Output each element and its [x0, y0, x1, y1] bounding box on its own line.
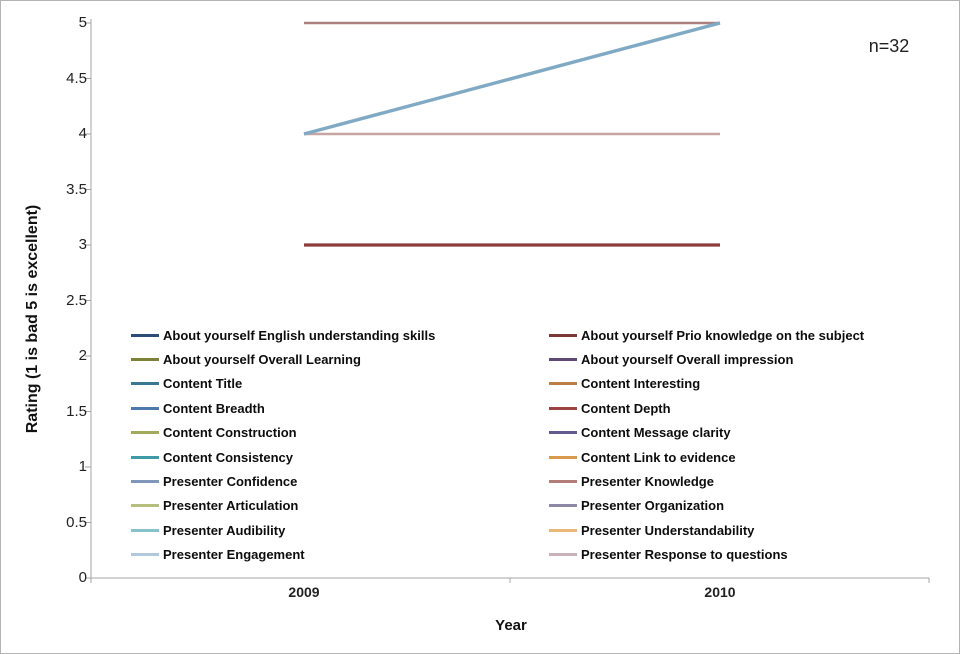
legend-label: About yourself English understanding ski… — [163, 327, 436, 343]
y-tick-label: 2.5 — [66, 291, 87, 309]
y-tick-label: 1.5 — [66, 402, 87, 420]
y-tick-label: 5 — [78, 14, 87, 31]
legend-swatch — [131, 528, 159, 532]
legend-swatch — [131, 333, 159, 337]
legend-column-right: About yourself Prio knowledge on the sub… — [549, 323, 864, 567]
x-tick-label: 2010 — [704, 584, 736, 600]
legend-item: Content Message clarity — [549, 421, 864, 445]
legend-swatch — [131, 431, 159, 435]
legend-item: Presenter Audibility — [131, 518, 435, 542]
legend-item: Content Breadth — [131, 396, 435, 420]
legend-item: Presenter Response to questions — [549, 543, 864, 567]
legend-item: Content Construction — [131, 421, 435, 445]
legend-column-left: About yourself English understanding ski… — [131, 323, 435, 567]
legend-label: Presenter Articulation — [163, 498, 299, 514]
x-axis-title: Year — [495, 617, 527, 634]
legend-label: Content Construction — [163, 425, 297, 441]
y-tick-label: 0 — [78, 569, 87, 586]
legend-swatch — [549, 382, 577, 386]
legend-label: About yourself Overall impression — [581, 352, 794, 368]
legend-item: Content Consistency — [131, 445, 435, 469]
legend-swatch — [131, 406, 159, 410]
legend-item: About yourself English understanding ski… — [131, 323, 435, 347]
x-tick-label: 2009 — [288, 584, 320, 600]
legend-item: Presenter Knowledge — [549, 469, 864, 493]
legend-swatch — [131, 455, 159, 459]
legend-swatch — [131, 358, 159, 362]
legend-label: Presenter Organization — [581, 498, 725, 514]
legend-item: Content Interesting — [549, 372, 864, 396]
legend-label: Content Interesting — [581, 376, 701, 392]
sample-size-annotation: n=32 — [868, 36, 910, 56]
legend-label: About yourself Prio knowledge on the sub… — [581, 327, 865, 343]
legend-label: Presenter Audibility — [163, 522, 286, 538]
legend-item: Presenter Articulation — [131, 494, 435, 518]
legend-label: Content Consistency — [163, 449, 294, 465]
legend-label: Presenter Confidence — [163, 474, 298, 490]
legend-swatch — [131, 480, 159, 484]
legend-swatch — [549, 431, 577, 435]
legend-label: Content Link to evidence — [581, 449, 736, 465]
legend-swatch — [549, 406, 577, 410]
legend-item: Presenter Understandability — [549, 518, 864, 542]
legend-item: Content Title — [131, 372, 435, 396]
legend-label: Content Title — [163, 376, 243, 392]
legend-label: Content Breadth — [163, 400, 265, 416]
legend-label: Presenter Understandability — [581, 522, 755, 538]
series-line — [303, 21, 721, 136]
legend-item: About yourself Overall Learning — [131, 347, 435, 371]
legend-label: Presenter Response to questions — [581, 547, 788, 563]
legend-swatch — [131, 553, 159, 557]
legend-item: About yourself Prio knowledge on the sub… — [549, 323, 864, 347]
y-tick-label: 4.5 — [66, 69, 87, 87]
legend-item: Presenter Confidence — [131, 469, 435, 493]
legend-swatch — [549, 553, 577, 557]
legend-item: Presenter Engagement — [131, 543, 435, 567]
legend-item: About yourself Overall impression — [549, 347, 864, 371]
legend-label: Presenter Knowledge — [581, 474, 714, 490]
legend-item: Content Link to evidence — [549, 445, 864, 469]
legend-label: About yourself Overall Learning — [163, 352, 361, 368]
legend-swatch — [549, 358, 577, 362]
y-tick-label: 3.5 — [66, 180, 87, 198]
legend-swatch — [549, 504, 577, 508]
legend-label: Content Message clarity — [581, 425, 731, 441]
legend-swatch — [549, 333, 577, 337]
legend-swatch — [131, 504, 159, 508]
y-tick-label: 4 — [78, 125, 87, 142]
legend-swatch — [549, 480, 577, 484]
legend-swatch — [549, 528, 577, 532]
legend-item: Content Depth — [549, 396, 864, 420]
legend-label: Presenter Engagement — [163, 547, 305, 563]
legend-item: Presenter Organization — [549, 494, 864, 518]
y-tick-label: 2 — [78, 347, 87, 364]
y-tick-label: 0.5 — [66, 513, 87, 531]
legend-label: Content Depth — [581, 400, 671, 416]
legend-swatch — [549, 455, 577, 459]
y-tick-label: 1 — [78, 458, 87, 475]
y-tick-label: 3 — [78, 236, 87, 253]
legend-swatch — [131, 382, 159, 386]
